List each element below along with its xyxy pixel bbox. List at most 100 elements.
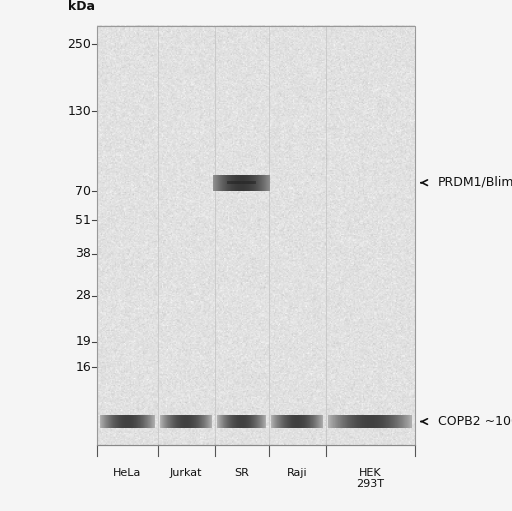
Bar bbox=[404, 415, 405, 428]
Bar bbox=[349, 415, 350, 428]
Bar bbox=[361, 415, 362, 428]
Bar bbox=[356, 415, 357, 428]
Bar bbox=[358, 415, 359, 428]
Bar bbox=[407, 415, 408, 428]
Text: 19: 19 bbox=[75, 335, 91, 349]
Text: kDa: kDa bbox=[68, 0, 95, 13]
Bar bbox=[334, 415, 335, 428]
Bar bbox=[380, 415, 381, 428]
Bar bbox=[329, 415, 330, 428]
Bar bbox=[364, 415, 365, 428]
Bar bbox=[399, 415, 400, 428]
Bar bbox=[343, 415, 344, 428]
Bar bbox=[397, 415, 398, 428]
Bar bbox=[342, 415, 343, 428]
Text: 38: 38 bbox=[75, 247, 91, 261]
Text: PRDM1/Blimp-1: PRDM1/Blimp-1 bbox=[438, 176, 512, 189]
Bar bbox=[339, 415, 340, 428]
Bar bbox=[369, 415, 370, 428]
Bar bbox=[386, 415, 387, 428]
Bar bbox=[395, 415, 396, 428]
Text: HeLa: HeLa bbox=[113, 468, 142, 478]
Text: HEK
293T: HEK 293T bbox=[356, 468, 385, 489]
Bar bbox=[408, 415, 409, 428]
Text: 28: 28 bbox=[75, 289, 91, 303]
Bar bbox=[97, 26, 415, 445]
Bar bbox=[410, 415, 411, 428]
Text: 130: 130 bbox=[68, 105, 91, 118]
Bar bbox=[331, 415, 332, 428]
Bar bbox=[335, 415, 336, 428]
Bar bbox=[359, 415, 360, 428]
Bar bbox=[375, 415, 376, 428]
Bar bbox=[405, 415, 406, 428]
Bar bbox=[360, 415, 361, 428]
Bar bbox=[341, 415, 342, 428]
Bar bbox=[346, 415, 347, 428]
Bar bbox=[333, 415, 334, 428]
Bar bbox=[365, 415, 366, 428]
Bar bbox=[368, 415, 369, 428]
Bar bbox=[379, 415, 380, 428]
Text: 250: 250 bbox=[67, 38, 91, 51]
Bar bbox=[391, 415, 392, 428]
Bar bbox=[400, 415, 401, 428]
Bar bbox=[402, 415, 403, 428]
Bar bbox=[373, 415, 374, 428]
Bar bbox=[367, 415, 368, 428]
Bar bbox=[376, 415, 377, 428]
Bar bbox=[352, 415, 353, 428]
Text: COPB2 ~100 kDa: COPB2 ~100 kDa bbox=[438, 415, 512, 428]
Text: 51: 51 bbox=[75, 214, 91, 227]
Bar bbox=[366, 415, 367, 428]
Bar bbox=[370, 415, 371, 428]
Bar bbox=[377, 415, 378, 428]
Bar bbox=[390, 415, 391, 428]
Text: SR: SR bbox=[234, 468, 249, 478]
Bar bbox=[389, 415, 390, 428]
Bar bbox=[394, 415, 395, 428]
Bar bbox=[378, 415, 379, 428]
Bar bbox=[406, 415, 407, 428]
Bar bbox=[372, 415, 373, 428]
Bar bbox=[332, 415, 333, 428]
Bar bbox=[392, 415, 393, 428]
Bar bbox=[383, 415, 384, 428]
Bar bbox=[337, 415, 338, 428]
Bar bbox=[396, 415, 397, 428]
Bar bbox=[382, 415, 383, 428]
Bar bbox=[362, 415, 363, 428]
Bar bbox=[398, 415, 399, 428]
Bar bbox=[387, 415, 388, 428]
Bar bbox=[348, 415, 349, 428]
Bar bbox=[338, 415, 339, 428]
Bar bbox=[345, 415, 346, 428]
Bar bbox=[355, 415, 356, 428]
Bar bbox=[330, 415, 331, 428]
Text: Raji: Raji bbox=[287, 468, 308, 478]
Bar bbox=[384, 415, 385, 428]
Bar bbox=[401, 415, 402, 428]
Bar bbox=[393, 415, 394, 428]
Bar bbox=[328, 415, 329, 428]
Bar bbox=[347, 415, 348, 428]
Bar bbox=[371, 415, 372, 428]
Bar bbox=[336, 415, 337, 428]
Bar bbox=[374, 415, 375, 428]
Bar bbox=[340, 415, 341, 428]
Bar bbox=[403, 415, 404, 428]
Bar bbox=[353, 415, 354, 428]
Text: 70: 70 bbox=[75, 184, 91, 198]
Bar bbox=[381, 415, 382, 428]
Bar bbox=[354, 415, 355, 428]
Bar bbox=[357, 415, 358, 428]
Text: 16: 16 bbox=[75, 361, 91, 374]
Bar bbox=[388, 415, 389, 428]
Bar bbox=[344, 415, 345, 428]
Bar bbox=[350, 415, 351, 428]
Text: Jurkat: Jurkat bbox=[170, 468, 202, 478]
Bar bbox=[385, 415, 386, 428]
Bar bbox=[409, 415, 410, 428]
Bar bbox=[351, 415, 352, 428]
Bar bbox=[363, 415, 364, 428]
